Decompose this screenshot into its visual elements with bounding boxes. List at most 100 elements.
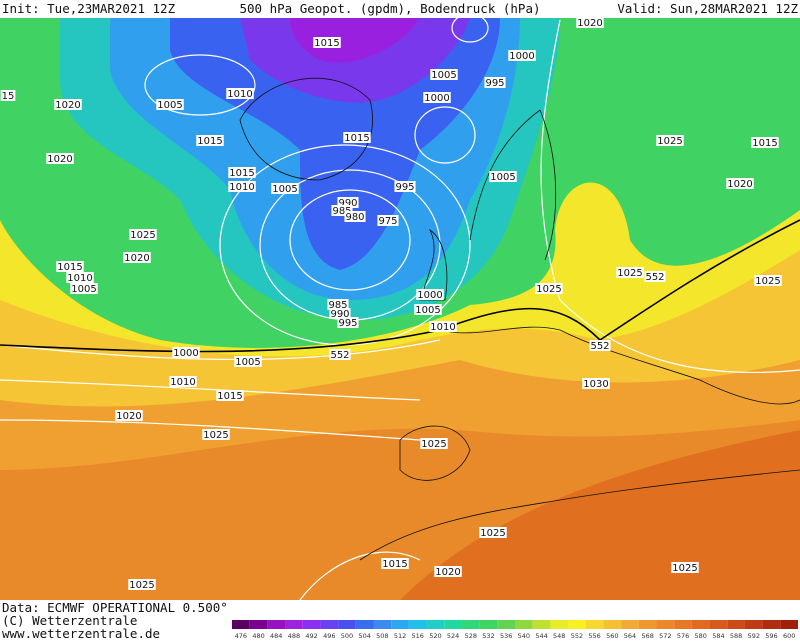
isobar [0,339,441,361]
label-box [329,308,351,319]
colorbar-swatch [550,620,569,629]
colorbar-swatch [355,620,374,629]
isobar-label: 1025 [129,580,154,591]
isobar [299,551,421,601]
isobar-label: 1000 [509,51,534,62]
isobar-label: 1010 [227,89,252,100]
isobar-label: 1025 [755,276,780,287]
label-box [489,171,517,182]
isobar-label: 1025 [617,268,642,279]
colorbar-swatch [267,620,286,629]
label-box [123,252,151,263]
isobar [144,54,256,116]
label-box [576,17,604,28]
isobar-label: 1025 [421,439,446,450]
label-box [234,356,262,367]
coastline [439,326,800,405]
isobar-label: 1020 [727,179,752,190]
label-box [434,566,462,577]
label-box [394,181,416,192]
label-box [70,283,98,294]
isobar-label: 980 [345,212,364,223]
colorbar-label: 576 [677,632,689,640]
init-time: Init: Tue,23MAR2021 12Z [2,1,176,16]
colorbar-label: 508 [376,632,388,640]
isobar-label: 1010 [430,322,455,333]
colorbar-label: 556 [588,632,600,640]
isobar-label: 1010 [67,273,92,284]
isobar-label: 552 [330,350,349,361]
isobar-label: 990 [338,198,357,209]
label-box [644,271,666,282]
isobar-label: 552 [590,341,609,352]
colorbar-label: 488 [288,632,300,640]
colorbar-swatch [568,620,586,629]
isobar-label: 1015 [344,133,369,144]
header-bar [0,0,800,18]
label-box [66,272,94,283]
field [400,430,800,600]
isobar-label: 1015 [217,391,242,402]
isobar-label: 1000 [173,348,198,359]
isobar-label: 1020 [55,100,80,111]
colorbar-label: 572 [659,632,671,640]
label-box [172,347,200,358]
colorbar-label: 540 [518,632,530,640]
isobar-label: 1030 [583,379,608,390]
colorbar-swatch [674,620,692,629]
colorbar-swatch [444,620,462,629]
colorbar-label: 512 [394,632,406,640]
colorbar-swatch [232,620,250,629]
colorbar-label: 500 [341,632,353,640]
label-box [313,37,341,48]
label-box [128,579,156,590]
colorbar-swatch [656,620,675,629]
label-box [535,283,563,294]
colorbar-swatch [744,620,763,629]
colorbar-swatch [780,620,798,629]
isobar-label: 1015 [57,262,82,273]
colorbar-label: 516 [412,632,424,640]
coastline [399,425,471,481]
colorbar-label: 596 [765,632,777,640]
isobar-label: 1015 [382,559,407,570]
colorbar-label: 536 [500,632,512,640]
isobar-label: 995 [395,182,414,193]
label-box [416,289,444,300]
isobar-label: 1020 [47,154,72,165]
label-box [754,275,782,286]
field [290,18,420,63]
isobar-label: 1005 [272,184,297,195]
colorbar-label: 592 [748,632,760,640]
colorbar-swatch [285,620,303,629]
label-box [337,197,359,208]
label-box [377,215,399,226]
label-box [751,137,779,148]
header-title: 500 hPa Geopot. (gpdm), Bodendruck (hPa) [239,1,540,16]
colorbar-swatch [461,620,480,629]
label-box [271,183,299,194]
label-box [344,211,366,222]
label-box [423,92,451,103]
colorbar-label: 528 [465,632,477,640]
colorbar-label: 504 [358,632,370,640]
isobar-label: 995 [338,318,357,329]
url: www.wetterzentrale.de [2,626,160,641]
label-box [589,340,611,351]
colorbar-swatch [320,620,339,629]
isobar-label: 1005 [415,305,440,316]
label-box [420,438,448,449]
label-box [616,267,644,278]
colorbar-label: 568 [641,632,653,640]
colorbar-label: 564 [624,632,636,640]
colorbar-label: 484 [270,632,282,640]
label-box [381,558,409,569]
isobar-label: 1010 [170,377,195,388]
colorbar-swatch [426,620,445,629]
isobar-label: 1000 [417,290,442,301]
label-box [508,50,536,61]
colorbar-swatch [727,620,745,629]
isobar [540,19,800,374]
isobar-label: 1000 [424,93,449,104]
